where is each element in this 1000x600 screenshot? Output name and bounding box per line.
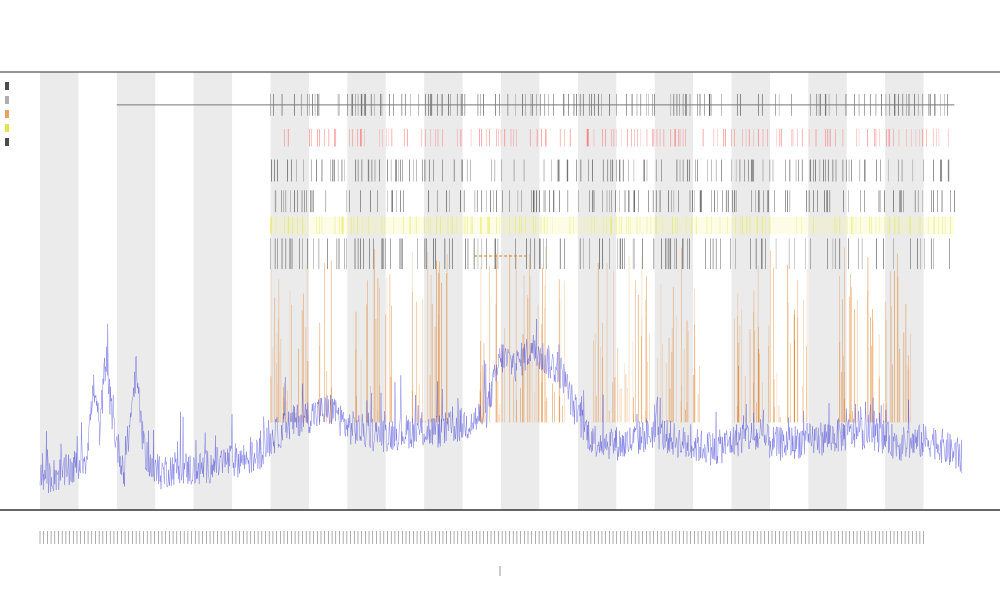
annotation-tracks: [270, 93, 955, 270]
background-band: [501, 72, 540, 510]
x-axis-tick-labels: [39, 531, 924, 576]
legend-swatch: [5, 96, 9, 104]
background-band: [40, 72, 79, 510]
legend: [5, 82, 9, 146]
annotation-track-shade: [270, 216, 955, 235]
background-band: [270, 72, 309, 510]
legend-swatch: [5, 82, 9, 90]
background-band: [424, 72, 463, 510]
blue-line: [39, 318, 963, 493]
legend-swatch: [5, 124, 9, 132]
background-band: [347, 72, 386, 510]
background-band: [116, 72, 156, 510]
legend-swatch: [5, 138, 9, 146]
background-band: [193, 72, 233, 510]
axes: [0, 71, 1000, 511]
legend-swatch: [5, 110, 9, 118]
blue-line-series: [39, 318, 963, 493]
